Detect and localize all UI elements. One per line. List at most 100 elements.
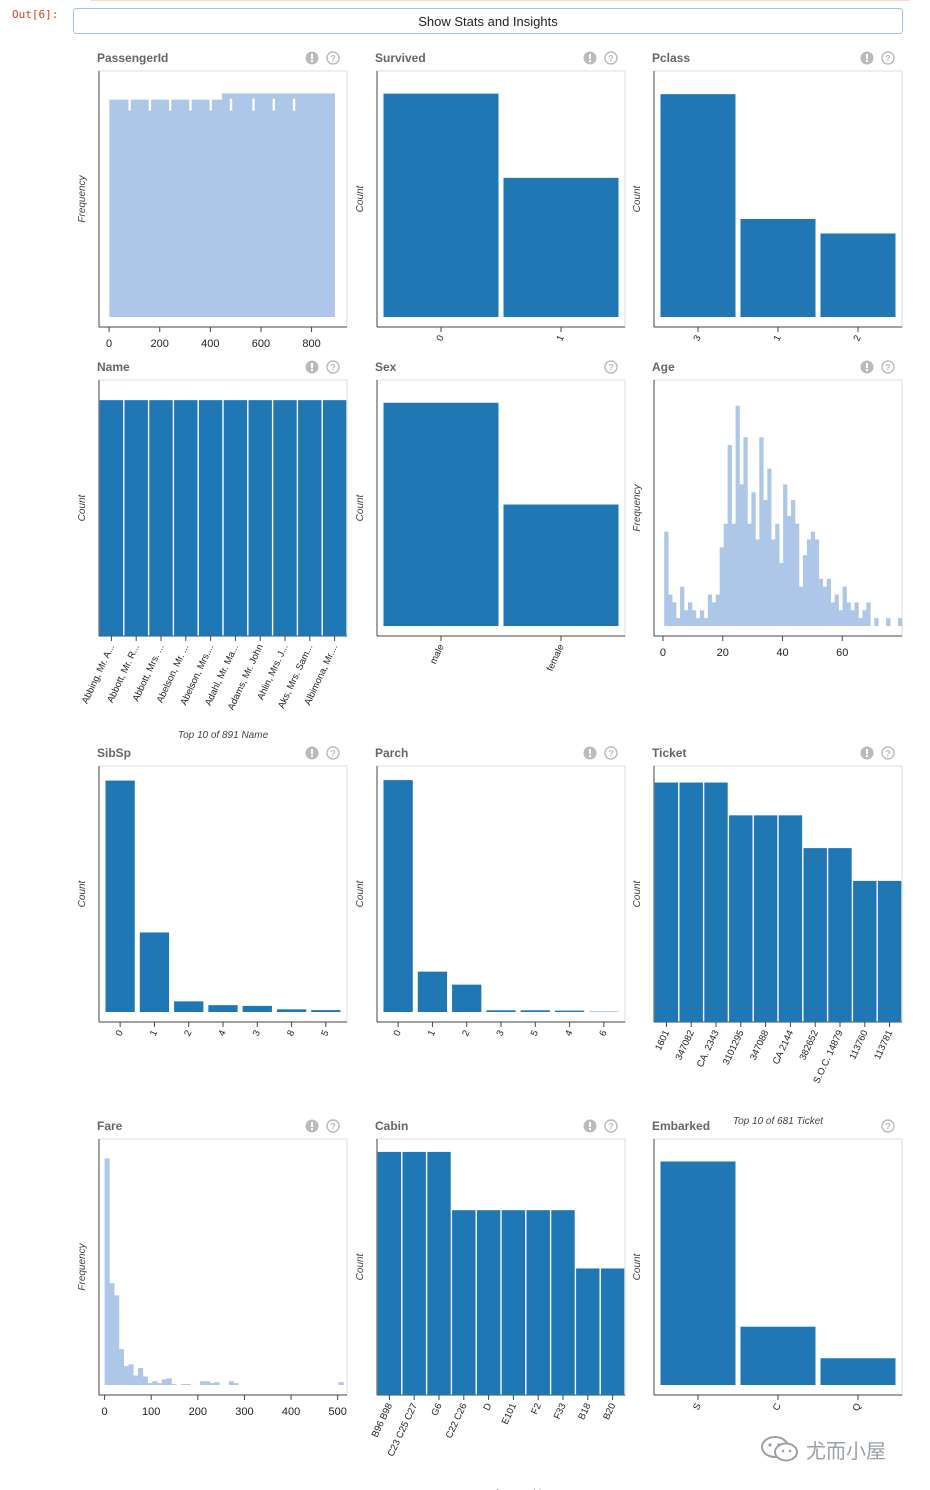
hist-bar <box>140 99 144 317</box>
x-tick-label: 5 <box>319 1029 331 1038</box>
hist-bar <box>152 1381 158 1385</box>
svg-text:?: ? <box>330 363 336 373</box>
x-tick-label: 200 <box>151 338 169 350</box>
hist-bar <box>695 618 701 626</box>
hist-bar <box>282 93 286 317</box>
hist-bar <box>787 515 792 626</box>
x-tick-label: 200 <box>189 1406 207 1418</box>
hist-bar <box>181 99 184 317</box>
chart-sibsp: SibSp ? Count 0 1 2 4 3 8 5 <box>77 746 348 1038</box>
y-axis-label: Count <box>355 1252 366 1280</box>
y-axis-label: Count <box>355 493 366 521</box>
svg-text:?: ? <box>885 1122 891 1132</box>
bars <box>654 782 902 1022</box>
hist-bar <box>233 1383 239 1385</box>
svg-text:?: ? <box>608 749 614 759</box>
chart-title: SibSp <box>97 746 131 760</box>
y-axis-label: Count <box>355 184 366 212</box>
bars <box>377 1151 625 1395</box>
bars <box>105 780 341 1012</box>
bar-1 <box>139 932 170 1012</box>
x-tick-label: S <box>691 1402 704 1412</box>
hist-bar <box>727 445 732 626</box>
chart-pclass: Pclass ? Count 3 1 2 <box>632 51 903 343</box>
hist-bar <box>185 1384 191 1385</box>
hist-gap <box>189 98 192 111</box>
x-tick-label: 4 <box>217 1029 229 1038</box>
bar-3 <box>660 94 736 318</box>
x-tick-label: 113781 <box>872 1029 895 1062</box>
bar-ahlin-mrs-j <box>273 400 297 636</box>
hist-bar <box>251 93 254 317</box>
x-tick-label: B96 B98 <box>370 1402 395 1440</box>
hist-bar <box>699 610 705 626</box>
hist-bar <box>307 93 311 317</box>
show-stats-button[interactable]: Show Stats and Insights <box>73 8 903 34</box>
hist-bar <box>118 1349 125 1385</box>
x-tick-label: 347082 <box>674 1029 697 1062</box>
bar-2 <box>820 233 896 317</box>
x-tick-label: 0 <box>660 647 666 659</box>
x-tick-label: 2 <box>852 334 864 343</box>
bar-347082 <box>679 782 703 1022</box>
hist-bar <box>200 1381 206 1385</box>
chart-title: Pclass <box>652 51 690 65</box>
x-tick-label: 0 <box>114 1029 126 1038</box>
hist-bar <box>258 93 261 317</box>
x-tick-label: 8 <box>285 1029 297 1038</box>
bar-1 <box>740 218 816 317</box>
hist-bar <box>723 523 728 626</box>
x-tick-label: C <box>771 1402 784 1413</box>
x-tick-label: 20 <box>717 647 729 659</box>
hist-bar <box>134 99 137 317</box>
bar-b18 <box>576 1268 600 1395</box>
bar-female <box>503 504 619 626</box>
x-tick-label: 2 <box>460 1029 472 1038</box>
x-tick-label: 5 <box>529 1029 541 1038</box>
chart-title: Fare <box>97 1119 123 1133</box>
warning-icon <box>583 746 597 760</box>
hist-bar <box>120 99 124 317</box>
x-tick-label: Q <box>851 1402 864 1413</box>
help-icon: ? <box>881 51 895 65</box>
hist-bar <box>260 93 263 317</box>
hist-bar <box>165 99 169 317</box>
x-tick-label: 347088 <box>748 1029 771 1062</box>
y-axis-label: Count <box>632 184 643 212</box>
help-icon: ? <box>881 360 895 374</box>
hist-bar <box>214 1382 220 1385</box>
help-icon: ? <box>326 1119 340 1133</box>
hist-bar <box>138 99 142 317</box>
bar-albimona-mr <box>322 400 347 636</box>
hist-gap <box>252 98 255 111</box>
svg-text:?: ? <box>608 363 614 373</box>
hist-bar <box>138 1368 144 1385</box>
bar-b96-b98 <box>377 1151 402 1395</box>
svg-text:?: ? <box>330 1122 336 1132</box>
hist-bar <box>314 93 317 317</box>
bar-abbing-mr-a <box>99 400 124 636</box>
bar-abbott-mr-r <box>124 400 148 636</box>
hist-bar <box>731 523 736 626</box>
y-axis-label: Frequency <box>632 483 643 531</box>
chart-fare: Fare ? Frequency 0 100 200 300 400 500 <box>77 1119 348 1418</box>
chart-title: Age <box>652 360 675 374</box>
hist-bar <box>171 1384 177 1385</box>
hist-bar <box>197 99 200 317</box>
hist-bar <box>273 93 277 317</box>
hist-bar <box>814 539 820 626</box>
hist-bar <box>262 93 266 317</box>
x-tick-label: 0 <box>392 1029 404 1038</box>
hist-bar <box>240 93 243 317</box>
x-tick-label: 0 <box>106 338 112 350</box>
hist-bars <box>664 405 903 626</box>
hist-bar <box>838 610 843 626</box>
x-tick-label: female <box>545 643 567 673</box>
hist-bar <box>118 99 121 317</box>
bars <box>99 400 347 636</box>
chart-age: Age ? Frequency 0 20 40 60 <box>632 360 903 659</box>
hist-bar <box>735 405 740 626</box>
warning-icon <box>860 51 874 65</box>
